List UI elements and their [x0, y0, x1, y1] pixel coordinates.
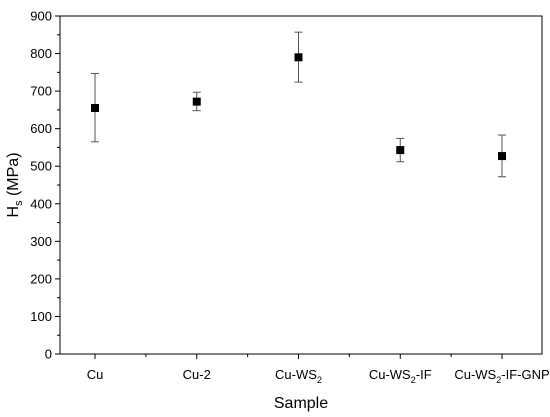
data-point	[294, 53, 303, 62]
x-tick-label-pre: Cu-WS	[454, 367, 496, 382]
x-tick-label-pre: Cu-WS	[369, 367, 411, 382]
data-point	[498, 152, 506, 161]
data-point	[396, 146, 405, 155]
y-tick-label: 500	[30, 159, 52, 174]
y-axis-title-main: H	[5, 206, 22, 218]
y-tick-label: 0	[45, 347, 52, 362]
data-point	[192, 97, 201, 106]
y-tick-label: 700	[30, 84, 52, 99]
y-tick-label: 600	[30, 121, 52, 136]
y-axis: 0 100 200 300 400 500 600 700 800 900	[30, 9, 60, 362]
plot-frame	[59, 15, 543, 355]
x-tick-label: Cu	[87, 367, 104, 382]
x-tick-label-sub: 2	[496, 375, 501, 385]
y-tick-label: 100	[30, 309, 52, 324]
y-tick-label: 300	[30, 234, 52, 249]
x-tick-label: Cu-WS2-IF-GNP	[454, 367, 549, 385]
y-axis-title: Hs (MPa)	[5, 152, 25, 217]
x-tick-label-post: -IF-GNP	[501, 367, 549, 382]
y-tick-label: 800	[30, 46, 52, 61]
x-tick-label-sub: 2	[317, 375, 322, 385]
x-tick-label: Cu-WS2-IF	[369, 367, 432, 385]
y-tick-label: 400	[30, 196, 52, 211]
data-series	[91, 31, 506, 178]
x-tick-label-pre: Cu-2	[183, 367, 211, 382]
data-point	[91, 104, 99, 113]
x-tick-label: Cu-2	[183, 367, 211, 382]
x-tick-label-post: -IF	[416, 367, 432, 382]
y-axis-title-sub: s	[13, 200, 25, 206]
y-axis-title-rest: (MPa)	[5, 152, 22, 200]
x-axis: Cu Cu-2 Cu-WS2 Cu-WS2-IF Cu-WS2-IF-GNP	[87, 354, 550, 385]
x-tick-label-sub: 2	[411, 375, 416, 385]
x-tick-label-pre: Cu-WS	[275, 367, 317, 382]
x-tick-label: Cu-WS2	[275, 367, 322, 385]
x-tick-label-pre: Cu	[87, 367, 104, 382]
y-tick-label: 900	[30, 9, 52, 24]
x-axis-title: Sample	[274, 395, 328, 412]
y-tick-label: 200	[30, 271, 52, 286]
